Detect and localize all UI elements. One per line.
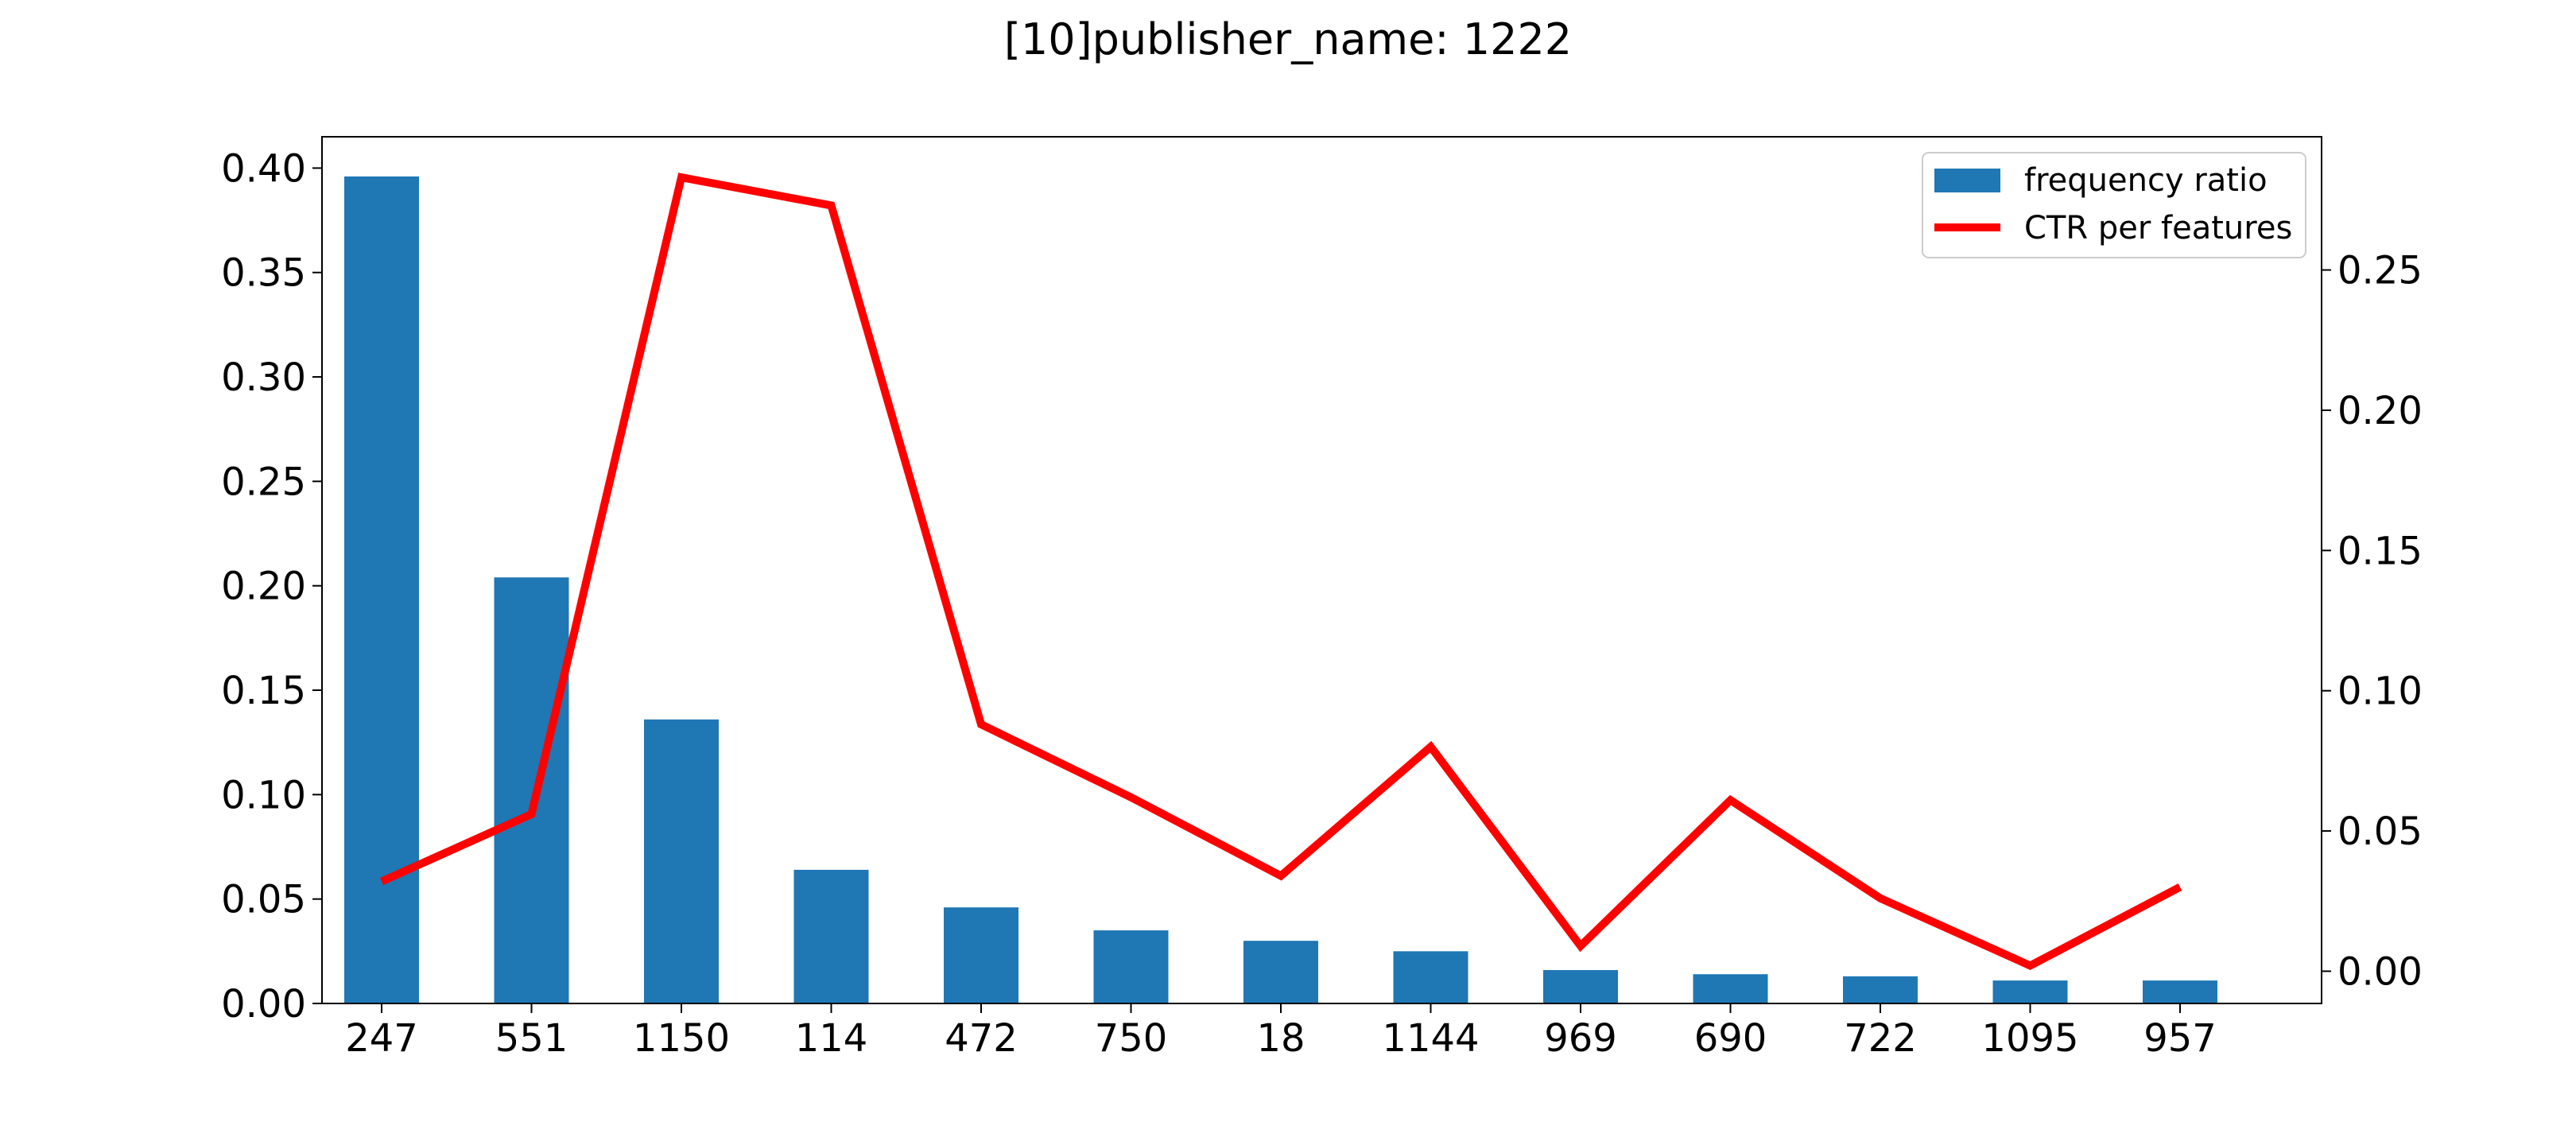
x-tick-label-1144: 1144 — [1382, 1016, 1479, 1061]
bar-472 — [944, 907, 1018, 1003]
bar-690 — [1693, 974, 1768, 1003]
x-tick-label-114: 114 — [795, 1016, 868, 1061]
x-tick-label-1095: 1095 — [1981, 1016, 2078, 1061]
x-tick-label-690: 690 — [1694, 1016, 1767, 1061]
right-tick-label: 0.10 — [2337, 670, 2423, 714]
legend-swatch-frequency-ratio — [1934, 169, 2000, 192]
left-tick-label: 0.10 — [221, 773, 306, 817]
bar-1150 — [644, 719, 719, 1003]
left-tick-label: 0.25 — [221, 460, 306, 504]
left-tick-label: 0.35 — [221, 251, 306, 296]
plot-frame — [321, 136, 2322, 1004]
bar-722 — [1843, 976, 1918, 1003]
bar-969 — [1543, 969, 1618, 1003]
left-tick-label: 0.40 — [221, 146, 306, 191]
bar-551 — [494, 577, 569, 1003]
left-axis: 0.00 0.05 0.10 0.15 0.20 0.25 0.30 0.35 0.40 — [221, 146, 322, 1027]
bar-1095 — [1992, 980, 2068, 1003]
line-group — [379, 173, 2182, 970]
bar-1144 — [1393, 951, 1468, 1003]
legend-label-frequency-ratio: frequency ratio — [2024, 162, 2268, 199]
x-tick-label-750: 750 — [1095, 1016, 1168, 1061]
chart-title: [10]publisher_name: 1222 — [1004, 14, 1572, 64]
left-tick-label: 0.30 — [221, 355, 306, 400]
x-tick-label-1150: 1150 — [633, 1016, 730, 1061]
bar-247 — [344, 176, 419, 1004]
bars-group — [344, 176, 2217, 1004]
bar-957 — [2143, 980, 2217, 1003]
right-tick-label: 0.20 — [2337, 389, 2423, 433]
x-tick-label-957: 957 — [2143, 1016, 2217, 1061]
bar-18 — [1243, 941, 1318, 1003]
right-tick-label: 0.05 — [2337, 809, 2423, 854]
x-tick-label-551: 551 — [495, 1016, 568, 1061]
x-tick-label-247: 247 — [345, 1016, 418, 1061]
x-tick-label-472: 472 — [945, 1016, 1018, 1061]
right-tick-label: 0.00 — [2337, 949, 2423, 994]
bar-114 — [793, 869, 869, 1003]
legend-label-ctr-per-features: CTR per features — [2024, 210, 2292, 246]
left-tick-label: 0.20 — [221, 565, 306, 609]
x-axis: 247 551 1150 114 472 750 18 1144 969 690 722 1095 95… — [345, 1003, 2217, 1061]
legend-frame — [1922, 152, 2306, 258]
left-tick-label: 0.15 — [221, 669, 306, 713]
legend: frequency ratio CTR per features — [1922, 152, 2306, 258]
x-tick-label-18: 18 — [1256, 1016, 1305, 1061]
right-axis: 0.00 0.05 0.10 0.15 0.20 0.25 — [2322, 249, 2423, 994]
left-tick-label: 0.00 — [221, 982, 306, 1027]
right-tick-label: 0.25 — [2337, 249, 2423, 293]
left-tick-label: 0.05 — [221, 878, 306, 922]
x-tick-label-722: 722 — [1844, 1016, 1917, 1061]
right-tick-label: 0.15 — [2337, 529, 2423, 573]
bar-750 — [1093, 930, 1169, 1003]
x-tick-label-969: 969 — [1544, 1016, 1617, 1061]
